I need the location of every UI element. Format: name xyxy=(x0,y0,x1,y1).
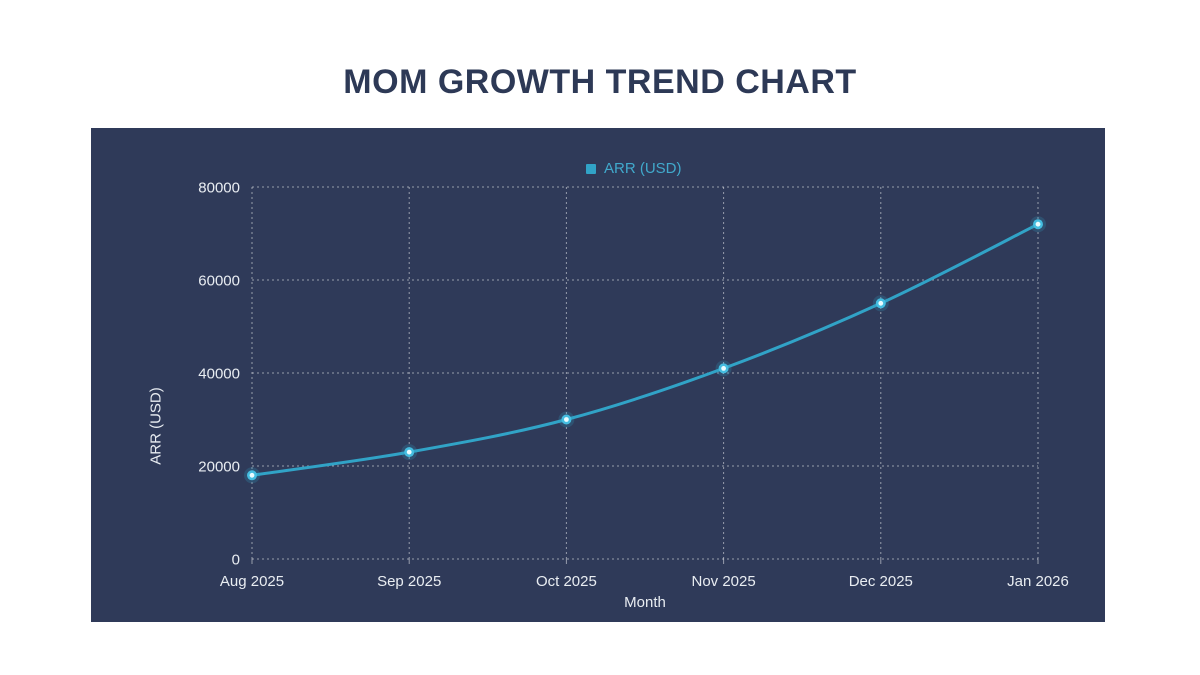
series-line-arr xyxy=(250,222,1040,477)
x-tick-label: Aug 2025 xyxy=(220,573,284,590)
x-axis-title: Month xyxy=(624,594,666,611)
y-tick-label: 0 xyxy=(232,551,240,568)
page-title: MOM GROWTH TREND CHART xyxy=(343,63,857,101)
line-chart: 0 20000 40000 60000 80000 Aug 2025 Sep 2025 Oct… xyxy=(147,179,1069,611)
legend-item-arr[interactable]: ARR (USD) xyxy=(586,161,682,177)
legend-label: ARR (USD) xyxy=(604,160,682,177)
data-point-core xyxy=(406,449,412,455)
x-tick-label: Sep 2025 xyxy=(377,573,441,590)
y-axis-title: ARR (USD) xyxy=(147,387,164,465)
y-tick-label: 40000 xyxy=(198,365,240,382)
y-tick-label: 20000 xyxy=(198,458,240,475)
x-tick-label: Oct 2025 xyxy=(536,573,597,590)
x-tick-label: Dec 2025 xyxy=(849,573,913,590)
data-point-core xyxy=(721,366,726,371)
chart-panel: ARR (USD) 0 20000 40000 60000 80000 Aug 2025 S… xyxy=(91,128,1105,622)
data-point-core xyxy=(249,472,255,478)
y-tick-label: 80000 xyxy=(198,179,240,196)
x-tick-label: Jan 2026 xyxy=(1007,573,1069,590)
x-tick-label: Nov 2025 xyxy=(691,573,755,590)
data-point-core xyxy=(1035,221,1041,227)
data-point-core xyxy=(564,417,569,422)
y-tick-label: 60000 xyxy=(198,272,240,289)
legend-swatch-icon xyxy=(586,164,596,174)
data-point-core xyxy=(878,300,884,306)
